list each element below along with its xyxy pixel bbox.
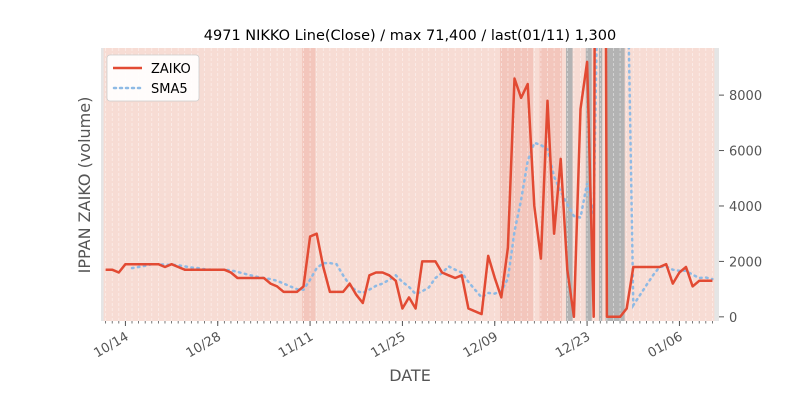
y-tick-label: 0 — [729, 311, 737, 326]
highlight-band — [565, 48, 573, 321]
legend: ZAIKO SMA5 — [106, 54, 200, 102]
x-tick-label: 12/09 — [461, 329, 501, 361]
y-tick-label: 4000 — [729, 200, 762, 215]
highlight-band — [302, 48, 316, 321]
sma5-line — [130, 48, 714, 310]
y-axis-label: IPPAN ZAIKO (volume) — [75, 97, 94, 274]
x-tick-label: 10/28 — [184, 329, 224, 361]
x-axis-label: DATE — [389, 366, 431, 385]
y-tick-label: 2000 — [729, 255, 762, 270]
series-group — [105, 48, 714, 319]
legend-box — [106, 54, 200, 102]
y-tick-label: 8000 — [729, 89, 762, 104]
x-tick-label: 12/23 — [553, 329, 593, 361]
x-tick-label: 11/25 — [368, 329, 408, 361]
highlight-band — [605, 48, 625, 321]
legend-sma-label: SMA5 — [151, 82, 188, 97]
zaiko-line — [105, 48, 713, 319]
x-tick-label: 11/11 — [276, 329, 316, 361]
x-tick-label: 01/06 — [645, 329, 685, 361]
y-tick-label: 6000 — [729, 145, 762, 160]
highlight-band — [585, 48, 592, 321]
chart-title: 4971 NIKKO Line(Close) / max 71,400 / la… — [204, 28, 616, 44]
plot-area: 10/14 10/28 11/11 11/25 12/09 12/23 01/06 0 2000… — [91, 48, 762, 361]
legend-zaiko-label: ZAIKO — [151, 62, 191, 77]
x-tick-label: 10/14 — [91, 329, 131, 361]
